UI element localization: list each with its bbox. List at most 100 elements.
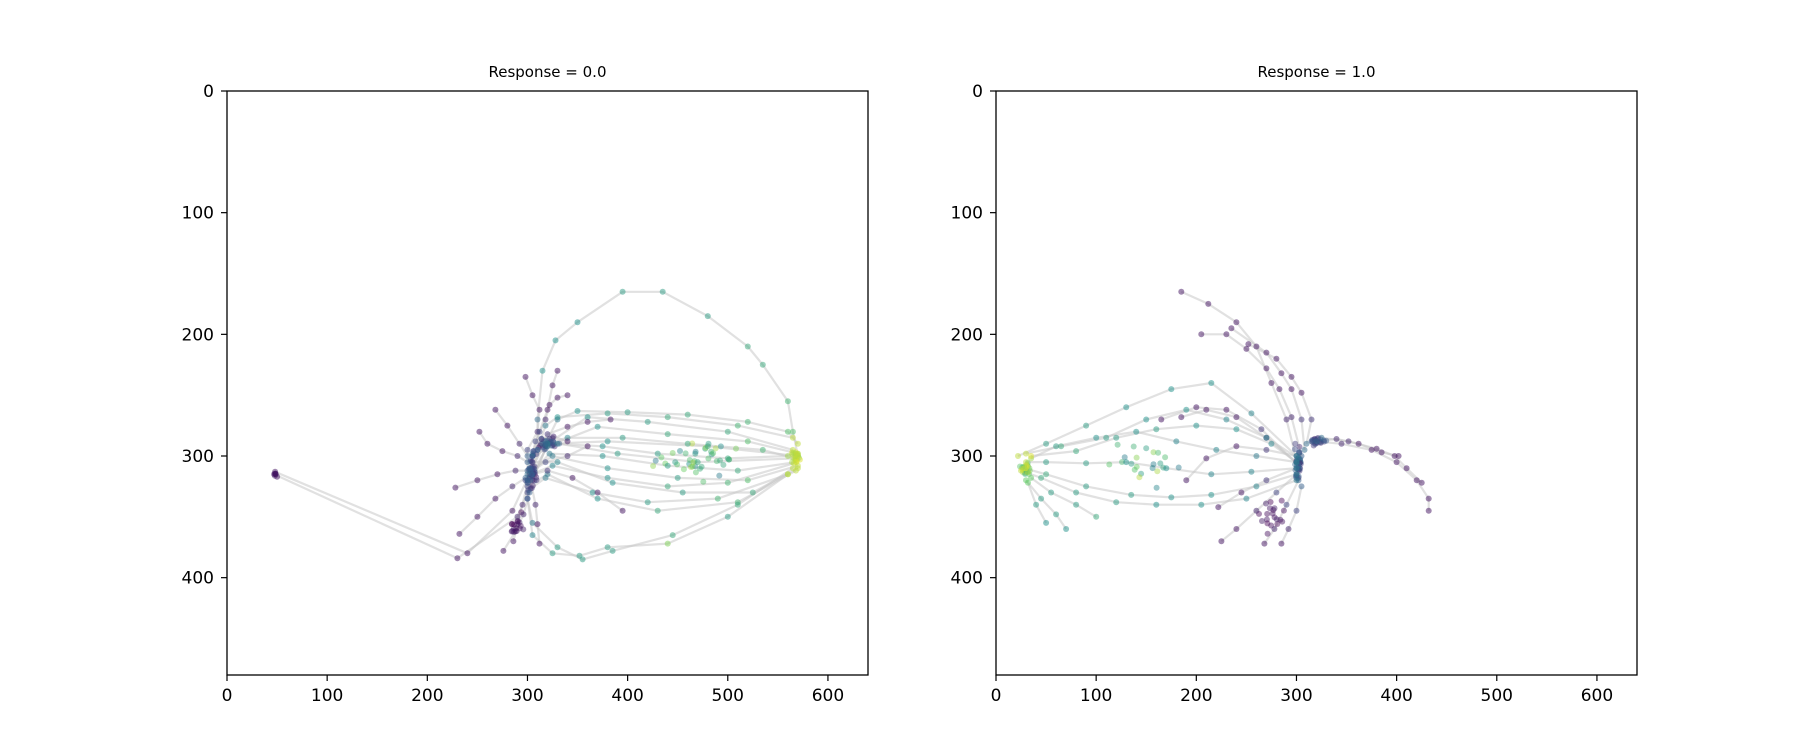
trajectory-line — [1020, 469, 1297, 506]
data-point — [1025, 469, 1032, 476]
data-point — [1113, 499, 1120, 506]
data-point — [1205, 300, 1212, 307]
data-point — [1025, 479, 1031, 486]
data-point — [1213, 446, 1220, 453]
data-point — [1253, 343, 1260, 350]
trajectory-line — [532, 461, 799, 494]
data-point — [1285, 526, 1292, 532]
data-point — [554, 367, 561, 374]
data-point — [1233, 443, 1240, 450]
data-point — [604, 544, 611, 551]
data-point — [524, 459, 531, 466]
data-point — [1153, 426, 1160, 433]
data-point — [1238, 489, 1245, 496]
data-point — [759, 446, 766, 453]
data-point — [724, 513, 731, 520]
data-point — [1298, 389, 1305, 396]
data-point — [456, 530, 463, 537]
data-point — [744, 418, 751, 425]
x-tick-label: 100 — [311, 686, 343, 706]
trajectory-line — [1026, 461, 1297, 476]
data-point — [1083, 460, 1090, 467]
data-point — [789, 465, 796, 472]
trajectory-line — [529, 480, 541, 544]
trajectory-line — [531, 462, 795, 488]
data-point — [1264, 510, 1271, 517]
trajectory-line — [528, 425, 799, 479]
data-point — [1131, 466, 1138, 473]
data-point — [549, 550, 556, 557]
data-point — [1113, 434, 1120, 441]
data-point — [784, 471, 791, 478]
data-point — [619, 288, 626, 295]
data-point — [609, 479, 616, 486]
data-point — [1293, 453, 1300, 459]
chart-title: Response = 1.0 — [1257, 63, 1375, 81]
data-point — [1143, 445, 1150, 452]
data-point — [1288, 386, 1295, 393]
data-point — [522, 373, 529, 380]
data-point — [1318, 434, 1325, 441]
data-point — [1154, 468, 1161, 475]
data-point — [530, 448, 537, 455]
data-point — [1093, 513, 1100, 520]
data-point — [1270, 507, 1277, 513]
data-point — [514, 521, 521, 528]
data-point — [682, 450, 689, 457]
x-tick-label: 100 — [1080, 686, 1112, 706]
data-point — [679, 489, 686, 496]
data-point — [1425, 495, 1432, 502]
data-point — [619, 507, 626, 514]
data-point — [1288, 373, 1295, 380]
data-point — [1263, 446, 1270, 453]
data-point — [1183, 477, 1190, 484]
data-point — [1130, 443, 1137, 450]
data-point — [684, 440, 691, 447]
data-point — [552, 337, 559, 344]
data-point — [1158, 416, 1165, 423]
data-point — [574, 319, 581, 326]
data-point — [549, 442, 556, 449]
data-point — [689, 463, 696, 470]
data-point — [509, 507, 516, 514]
data-point — [1133, 454, 1140, 461]
data-point — [1261, 540, 1268, 547]
data-point — [594, 495, 601, 502]
data-point — [1425, 507, 1432, 514]
data-point — [708, 451, 715, 458]
data-point — [720, 461, 727, 468]
data-point — [644, 418, 651, 425]
data-point — [554, 544, 561, 551]
data-point — [549, 382, 556, 389]
data-point — [1023, 450, 1029, 457]
data-point — [536, 406, 543, 413]
data-point — [532, 438, 539, 445]
data-point — [1193, 404, 1200, 411]
chart-title: Response = 0.0 — [488, 63, 606, 81]
data-point — [705, 455, 712, 462]
data-point — [1203, 406, 1210, 413]
data-point — [1114, 441, 1121, 448]
trajectory-line — [532, 442, 788, 460]
data-point — [1279, 518, 1286, 525]
data-point — [790, 460, 797, 467]
data-point — [794, 440, 801, 447]
y-tick-label: 200 — [182, 325, 214, 345]
data-point — [542, 416, 549, 423]
data-point — [1053, 443, 1060, 450]
data-point — [680, 466, 687, 473]
data-point — [604, 474, 611, 481]
data-point — [1280, 507, 1287, 514]
data-point — [1323, 437, 1330, 444]
y-tick-label: 200 — [951, 325, 983, 345]
data-point — [1155, 449, 1162, 456]
data-point — [1228, 325, 1235, 332]
data-point — [549, 462, 556, 469]
data-point — [1264, 520, 1271, 527]
data-point — [1266, 505, 1273, 512]
data-point — [1083, 483, 1090, 490]
data-point — [652, 457, 659, 464]
data-point — [1268, 440, 1275, 447]
data-point — [1355, 440, 1362, 447]
data-point — [594, 423, 601, 430]
